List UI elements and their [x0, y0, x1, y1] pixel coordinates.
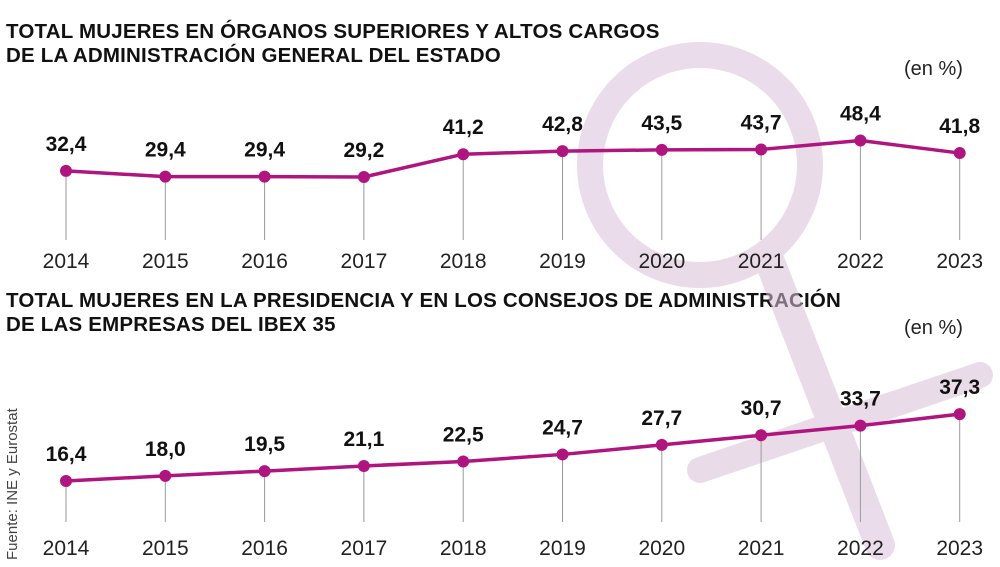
- chart2-point-2021: [755, 429, 768, 442]
- chart1-year-label-2020: 2020: [638, 250, 685, 273]
- chart1-point-2017: [357, 171, 370, 183]
- chart1-title: TOTAL MUJERES EN ÓRGANOS SUPERIORES Y AL…: [6, 20, 660, 68]
- chart2-value-label-2015: 18,0: [145, 438, 186, 461]
- chart2-year-label-2018: 2018: [440, 537, 487, 560]
- chart2-value-label-2017: 21,1: [343, 428, 384, 451]
- chart1-year-label-2015: 2015: [142, 250, 189, 273]
- chart2-point-2016: [258, 465, 271, 478]
- chart1-point-2018: [457, 148, 470, 161]
- chart2-year-label-2020: 2020: [638, 537, 685, 560]
- chart2-year-label-2019: 2019: [539, 537, 586, 560]
- chart2-value-label-2018: 22,5: [443, 423, 484, 446]
- chart2-point-2022: [854, 419, 867, 432]
- chart2-point-2019: [556, 448, 569, 461]
- chart1-year-label-2014: 2014: [43, 250, 90, 273]
- chart1-value-label-2015: 29,4: [145, 139, 186, 162]
- chart2-value-label-2023: 37,3: [939, 376, 980, 399]
- chart2-year-label-2016: 2016: [241, 537, 288, 560]
- chart2-title-line2: DE LAS EMPRESAS DEL IBEX 35: [6, 313, 336, 336]
- chart1-year-label-2017: 2017: [341, 250, 388, 273]
- chart2-point-2017: [357, 459, 370, 472]
- chart2-point-2020: [655, 438, 668, 451]
- chart1-value-label-2020: 43,5: [641, 112, 682, 135]
- chart2-year-label-2023: 2023: [936, 537, 983, 560]
- chart1-year-label-2016: 2016: [241, 250, 288, 273]
- chart1-value-label-2018: 41,2: [443, 116, 484, 139]
- chart1-value-label-2021: 43,7: [741, 111, 782, 134]
- chart1-year-label-2022: 2022: [837, 250, 884, 273]
- chart2-value-label-2022: 33,7: [840, 388, 881, 411]
- chart2-value-label-2020: 27,7: [641, 407, 682, 430]
- chart2-title: TOTAL MUJERES EN LA PRESIDENCIA Y EN LOS…: [6, 289, 841, 337]
- chart2-value-label-2014: 16,4: [46, 443, 87, 466]
- chart1-point-2014: [60, 164, 72, 177]
- chart1-unit-label: (en %): [904, 58, 963, 80]
- chart2-title-line1: TOTAL MUJERES EN LA PRESIDENCIA Y EN LOS…: [6, 289, 842, 312]
- chart1-year-label-2023: 2023: [936, 250, 983, 273]
- chart2-value-label-2016: 19,5: [244, 433, 285, 456]
- chart1-point-2015: [159, 170, 172, 183]
- chart1-point-2021: [755, 143, 768, 156]
- chart2-year-label-2021: 2021: [738, 537, 785, 560]
- chart1-value-label-2022: 48,4: [840, 103, 881, 126]
- chart2-value-label-2021: 30,7: [741, 397, 782, 420]
- chart1-point-2020: [655, 143, 668, 156]
- chart2-year-label-2015: 2015: [142, 537, 189, 560]
- chart1-plot: 32,4 2014 29,4 2015 29,4 2016 29,2 2017 41,2 2018…: [43, 103, 983, 273]
- chart2-point-2014: [60, 475, 72, 487]
- chart2-year-label-2014: 2014: [43, 537, 90, 560]
- chart1-year-label-2019: 2019: [539, 250, 586, 273]
- female-symbol-icon: [577, 42, 993, 560]
- chart1-title-line2: DE LA ADMINISTRACIÓN GENERAL DEL ESTADO: [6, 44, 501, 67]
- chart2-unit-label: (en %): [904, 317, 963, 339]
- chart1-point-2023: [953, 147, 966, 160]
- chart2-plot: 16,4 2014 18,0 2015 19,5 2016 21,1 2017 22,5 2018…: [43, 376, 983, 560]
- chart1-value-label-2017: 29,2: [343, 139, 384, 162]
- chart1-point-2019: [556, 145, 569, 158]
- chart2-series-line: [65, 412, 960, 483]
- chart1-point-2016: [258, 170, 271, 183]
- chart1-value-label-2023: 41,8: [939, 115, 980, 138]
- chart2-point-2018: [457, 455, 470, 468]
- chart2-point-2023: [953, 408, 966, 421]
- chart1-year-label-2018: 2018: [440, 250, 487, 273]
- chart1-year-label-2021: 2021: [738, 250, 785, 273]
- chart2-year-label-2017: 2017: [341, 537, 388, 560]
- chart1-point-2022: [854, 134, 867, 147]
- chart1-title-line1: TOTAL MUJERES EN ÓRGANOS SUPERIORES Y AL…: [6, 20, 660, 43]
- chart2-point-2015: [159, 469, 172, 482]
- chart2-year-label-2022: 2022: [837, 537, 884, 560]
- chart1-value-label-2019: 42,8: [542, 113, 583, 136]
- chart2-value-label-2019: 24,7: [542, 416, 583, 439]
- chart1-series-line: [65, 138, 960, 179]
- chart1-value-label-2016: 29,4: [244, 139, 285, 162]
- chart1-value-label-2014: 32,4: [46, 133, 87, 156]
